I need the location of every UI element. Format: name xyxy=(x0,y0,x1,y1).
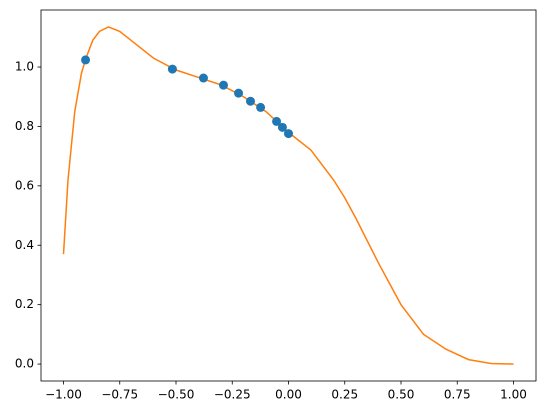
x-tick-label: 1.00 xyxy=(500,388,527,402)
x-tick-label: −0.50 xyxy=(158,388,195,402)
y-tick-label: 1.0 xyxy=(15,60,34,74)
point xyxy=(167,64,177,74)
point xyxy=(277,122,287,132)
x-tick-label: 0.00 xyxy=(275,388,302,402)
point xyxy=(284,129,293,139)
y-tick-label: 0.0 xyxy=(15,357,34,371)
point xyxy=(81,55,91,65)
x-tick-label: −0.75 xyxy=(101,388,138,402)
axes-frame xyxy=(40,9,537,382)
y-tick-label: 0.2 xyxy=(15,297,34,311)
point xyxy=(198,73,208,83)
x-tick-label: 0.25 xyxy=(331,388,358,402)
point xyxy=(218,80,228,90)
x-tick-label: −0.25 xyxy=(214,388,251,402)
y-tick-label: 0.8 xyxy=(15,119,34,133)
y-tick-label: 0.4 xyxy=(15,238,34,252)
point xyxy=(256,102,266,112)
y-tick-label: 0.6 xyxy=(15,178,34,192)
x-tick-label: −1.00 xyxy=(45,388,82,402)
point xyxy=(234,88,244,98)
line xyxy=(62,26,514,365)
point xyxy=(272,116,282,126)
x-tick-label: 0.50 xyxy=(388,388,415,402)
x-tick-label: 0.75 xyxy=(444,388,471,402)
point xyxy=(245,96,255,106)
